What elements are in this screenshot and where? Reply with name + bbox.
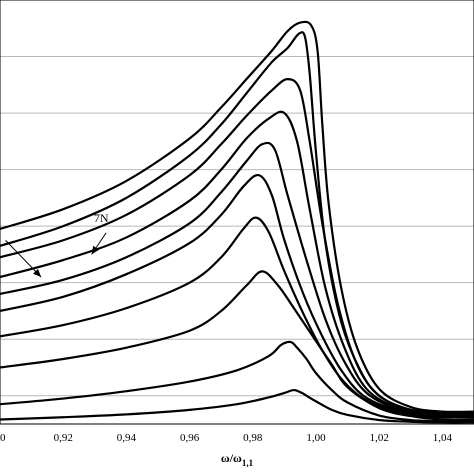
annotation-layer: 7N bbox=[5, 211, 109, 278]
annotation-arrowhead-1 bbox=[91, 245, 100, 255]
series-line-7 bbox=[0, 110, 474, 416]
series-layer bbox=[0, 20, 474, 424]
annotation-arrow-line-2 bbox=[5, 240, 42, 278]
series-line-2 bbox=[0, 340, 474, 423]
gridlines bbox=[0, 56, 474, 397]
x-tick-label-8: 1,04 bbox=[433, 432, 453, 444]
series-line-3 bbox=[0, 270, 474, 421]
x-axis-title: ω/ω1,1 bbox=[221, 451, 254, 468]
series-line-1 bbox=[0, 388, 474, 424]
series-line-9 bbox=[0, 31, 474, 414]
plot-frame bbox=[0, 0, 474, 425]
annotation-arrowhead-2 bbox=[32, 268, 42, 278]
x-tick-label-4: 0,96 bbox=[180, 432, 200, 444]
x-axis-title-subscript: 1,1 bbox=[242, 458, 254, 468]
series-line-10 bbox=[0, 20, 474, 413]
annotation-label-1: 7N bbox=[94, 211, 109, 225]
x-tick-label-7: 1,02 bbox=[370, 432, 389, 444]
x-tick-label-2: 0,92 bbox=[54, 432, 73, 444]
x-axis-title-main: ω/ω bbox=[221, 451, 242, 465]
series-line-6 bbox=[0, 141, 474, 417]
x-tick-labels: 0 0,92 0,94 0,96 0,98 1,00 1,02 1,04 bbox=[0, 432, 453, 444]
series-line-5 bbox=[0, 173, 474, 418]
x-tick-label-6: 1,00 bbox=[306, 432, 326, 444]
x-tick-label-3: 0,94 bbox=[117, 432, 137, 444]
x-tick-label-1: 0 bbox=[0, 432, 6, 444]
series-line-4 bbox=[0, 216, 474, 419]
series-line-8 bbox=[0, 78, 474, 414]
x-tick-label-5: 0,98 bbox=[243, 432, 263, 444]
